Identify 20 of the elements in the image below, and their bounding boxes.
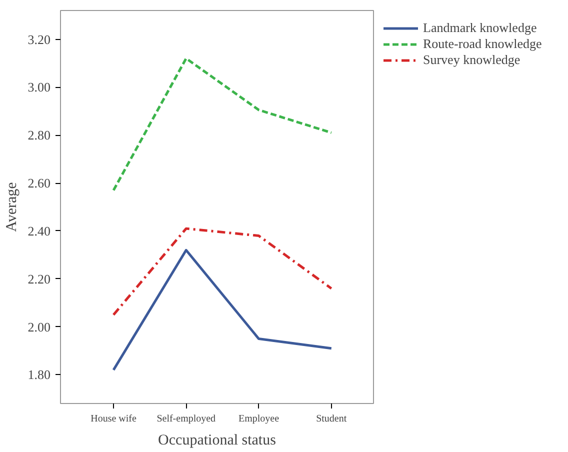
line-series xyxy=(112,57,333,192)
y-tick-label: 3.20 xyxy=(28,32,50,47)
x-tick-label: Self-employed xyxy=(156,414,216,424)
x-tick-label: Student xyxy=(316,414,347,424)
y-tick-label: 2.40 xyxy=(28,223,50,238)
x-axis-title: Occupational status xyxy=(158,432,276,448)
line-series xyxy=(112,227,333,316)
legend-label: Survey knowledge xyxy=(423,52,520,68)
y-axis-title: Average xyxy=(4,182,20,232)
y-tick-label: 1.80 xyxy=(28,367,50,382)
y-tick-label: 2.60 xyxy=(28,176,50,191)
legend-label: Route-road knowledge xyxy=(423,36,542,52)
line-series xyxy=(112,248,333,372)
x-tick-label: Employee xyxy=(238,414,280,424)
y-tick-label: 2.20 xyxy=(28,271,50,286)
x-tick-label: House wife xyxy=(90,414,137,424)
y-tick-label: 3.00 xyxy=(28,80,50,95)
y-tick-label: 2.00 xyxy=(28,319,50,334)
legend-label: Landmark knowledge xyxy=(423,20,537,36)
y-tick-label: 2.80 xyxy=(28,128,50,143)
